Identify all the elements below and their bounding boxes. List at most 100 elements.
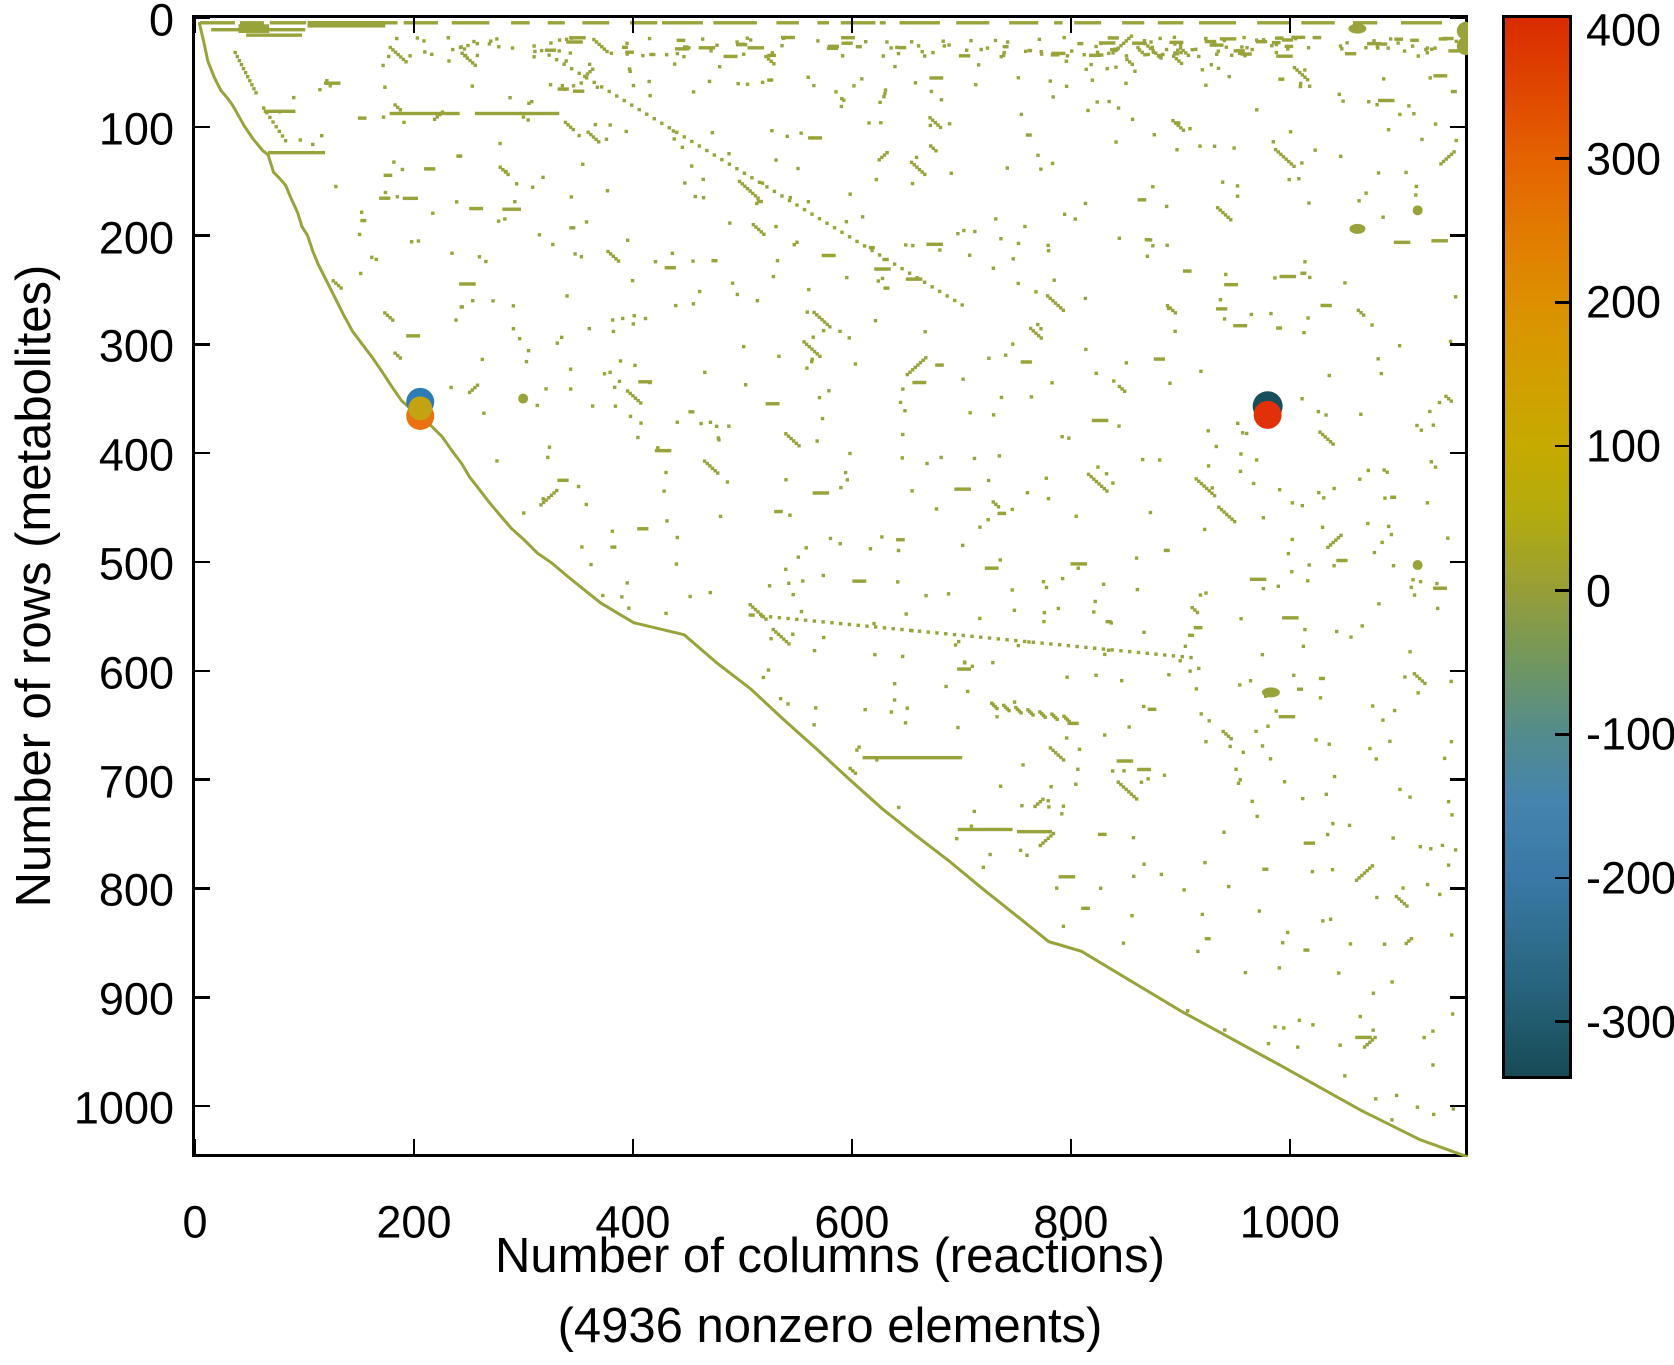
matrix-nonzero-dot	[1405, 904, 1409, 908]
matrix-nonzero-dot	[810, 357, 814, 362]
matrix-nonzero-dot	[1453, 49, 1457, 53]
matrix-nonzero-dot	[393, 50, 398, 54]
matrix-nonzero-dot	[811, 335, 815, 339]
matrix-nonzero-dot	[491, 299, 495, 303]
matrix-nonzero-dot	[1043, 839, 1048, 843]
matrix-nonzero-dot	[1110, 648, 1114, 652]
matrix-nonzero-dot	[426, 167, 431, 171]
matrix-nonzero-dot	[675, 535, 680, 540]
matrix-nonzero-dot	[1299, 35, 1303, 40]
matrix-nonzero-dot	[1410, 44, 1415, 48]
matrix-nonzero-dot	[1293, 36, 1298, 41]
matrix-nonzero-dot	[812, 310, 816, 315]
matrix-nonzero-dot	[1449, 399, 1453, 403]
matrix-nonzero-dot	[414, 334, 418, 338]
matrix-nonzero-dot	[1438, 586, 1442, 590]
matrix-nonzero-dot	[1107, 36, 1112, 40]
matrix-nonzero-dot	[1318, 676, 1323, 681]
matrix-nonzero-dot	[587, 326, 591, 331]
matrix-nonzero-dot	[825, 322, 829, 327]
matrix-nonzero-dot	[978, 616, 982, 621]
matrix-nonzero-dot	[748, 603, 752, 607]
matrix-nonzero-dot	[396, 353, 400, 358]
matrix-nonzero-dot	[1182, 269, 1187, 273]
matrix-nonzero-dot	[1064, 736, 1069, 740]
matrix-nonzero-dot	[1105, 489, 1109, 493]
matrix-nonzero-dot	[1343, 1074, 1347, 1078]
matrix-nonzero-dot	[845, 275, 849, 280]
matrix-nonzero-dot	[1038, 799, 1043, 804]
matrix-nonzero-dot	[788, 513, 792, 517]
matrix-nonzero-dot	[688, 594, 692, 599]
matrix-nonzero-dot	[1047, 805, 1051, 809]
matrix-nonzero-dot	[391, 48, 395, 52]
matrix-nonzero-dot	[956, 231, 960, 236]
matrix-nonzero-dot	[1249, 312, 1254, 317]
matrix-nonzero-dot	[404, 60, 408, 64]
matrix-nonzero-dot	[770, 129, 774, 133]
matrix-nonzero-dot	[1142, 862, 1146, 866]
matrix-nonzero-dot	[1172, 40, 1176, 45]
matrix-nonzero-dot	[910, 489, 914, 493]
matrix-nonzero-dot	[595, 85, 600, 89]
matrix-nonzero-dot	[1002, 45, 1007, 49]
matrix-nonzero-dot	[1397, 343, 1402, 348]
matrix-nonzero-dot	[362, 218, 367, 223]
matrix-nonzero-dot	[1209, 39, 1214, 44]
matrix-nonzero-dot	[812, 648, 817, 653]
matrix-nonzero-dot	[235, 54, 240, 59]
matrix-nonzero-dot	[1073, 217, 1077, 221]
matrix-nonzero-dot	[1300, 397, 1304, 401]
matrix-nonzero-dot	[548, 83, 553, 87]
matrix-nonzero-dot	[937, 289, 942, 294]
matrix-nonzero-dot	[625, 238, 630, 242]
matrix-nonzero-dot	[1197, 479, 1201, 483]
matrix-nonzero-dot	[705, 461, 709, 466]
matrix-nonzero-dot	[1061, 758, 1066, 762]
matrix-nonzero-dot	[1039, 52, 1044, 56]
matrix-nonzero-dot	[557, 38, 562, 42]
matrix-nonzero-dot	[665, 448, 669, 453]
matrix-nonzero-dot	[1390, 980, 1394, 984]
matrix-nonzero-dot	[1349, 635, 1353, 639]
matrix-nonzero-dot	[910, 181, 915, 186]
matrix-nonzero-dot	[1177, 59, 1181, 63]
matrix-nonzero-dot	[896, 548, 901, 553]
matrix-nonzero-dot	[1109, 41, 1113, 45]
matrix-nonzero-dot	[1010, 507, 1014, 512]
matrix-nonzero-dot	[1412, 111, 1416, 116]
matrix-nonzero-dot	[446, 36, 450, 40]
matrix-nonzero-dot	[1227, 515, 1232, 519]
matrix-nonzero-dot	[1094, 673, 1098, 677]
matrix-nonzero-dot	[1182, 888, 1186, 892]
matrix-nonzero-dot	[629, 21, 658, 25]
matrix-nonzero-dot	[1036, 322, 1040, 327]
matrix-nonzero-dot	[1177, 121, 1181, 125]
matrix-nonzero-dot	[625, 389, 630, 393]
matrix-nonzero-dot	[1151, 49, 1155, 53]
matrix-nonzero-dot	[768, 402, 772, 406]
matrix-nonzero-dot	[787, 642, 791, 646]
matrix-nonzero-dot	[844, 41, 848, 45]
matrix-nonzero-dot	[246, 33, 303, 37]
matrix-nonzero-dot	[1274, 709, 1278, 713]
matrix-nonzero-dot	[1286, 551, 1291, 556]
matrix-nonzero-dot	[759, 612, 763, 617]
matrix-nonzero-dot	[1094, 479, 1099, 484]
y-tick-label: 600	[98, 647, 174, 699]
matrix-nonzero-dot	[1419, 428, 1424, 432]
matrix-nonzero-dot	[756, 227, 761, 232]
matrix-nonzero-dot	[1028, 48, 1033, 53]
matrix-nonzero-dot	[892, 698, 897, 702]
matrix-nonzero-dot	[1287, 38, 1291, 42]
matrix-nonzero-dot	[396, 105, 400, 110]
matrix-nonzero-dot	[336, 283, 341, 288]
matrix-nonzero-dot	[211, 28, 306, 32]
matrix-nonzero-dot	[1279, 152, 1283, 157]
matrix-nonzero-dot	[772, 189, 777, 194]
matrix-nonzero-dot	[1195, 610, 1200, 615]
matrix-nonzero-dot	[926, 630, 930, 634]
matrix-nonzero-dot	[1217, 43, 1221, 47]
matrix-nonzero-dot	[701, 46, 705, 50]
matrix-nonzero-dot	[549, 41, 553, 45]
